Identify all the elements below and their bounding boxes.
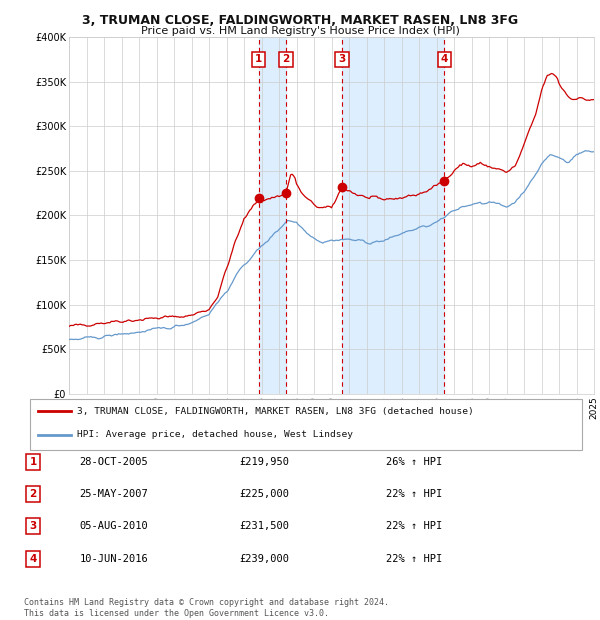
Text: 25-MAY-2007: 25-MAY-2007 <box>80 489 148 499</box>
Text: 4: 4 <box>29 554 37 564</box>
Text: £219,950: £219,950 <box>239 457 289 467</box>
Text: 26% ↑ HPI: 26% ↑ HPI <box>386 457 442 467</box>
Text: 3, TRUMAN CLOSE, FALDINGWORTH, MARKET RASEN, LN8 3FG: 3, TRUMAN CLOSE, FALDINGWORTH, MARKET RA… <box>82 14 518 27</box>
FancyBboxPatch shape <box>30 399 582 450</box>
Text: 10-JUN-2016: 10-JUN-2016 <box>80 554 148 564</box>
Text: 22% ↑ HPI: 22% ↑ HPI <box>386 521 442 531</box>
Text: Contains HM Land Registry data © Crown copyright and database right 2024.
This d: Contains HM Land Registry data © Crown c… <box>24 598 389 618</box>
Text: 3: 3 <box>338 55 346 64</box>
Text: Price paid vs. HM Land Registry's House Price Index (HPI): Price paid vs. HM Land Registry's House … <box>140 26 460 36</box>
Text: 3: 3 <box>29 521 37 531</box>
Text: 2: 2 <box>29 489 37 499</box>
Text: £239,000: £239,000 <box>239 554 289 564</box>
Text: 28-OCT-2005: 28-OCT-2005 <box>80 457 148 467</box>
Text: 1: 1 <box>255 55 262 64</box>
Text: 3, TRUMAN CLOSE, FALDINGWORTH, MARKET RASEN, LN8 3FG (detached house): 3, TRUMAN CLOSE, FALDINGWORTH, MARKET RA… <box>77 407 473 416</box>
Text: HPI: Average price, detached house, West Lindsey: HPI: Average price, detached house, West… <box>77 430 353 439</box>
Text: 05-AUG-2010: 05-AUG-2010 <box>80 521 148 531</box>
Text: £225,000: £225,000 <box>239 489 289 499</box>
Text: 22% ↑ HPI: 22% ↑ HPI <box>386 554 442 564</box>
Bar <box>259 37 286 394</box>
Text: 1: 1 <box>29 457 37 467</box>
Text: 22% ↑ HPI: 22% ↑ HPI <box>386 489 442 499</box>
Text: 4: 4 <box>440 55 448 64</box>
Text: £231,500: £231,500 <box>239 521 289 531</box>
Text: 2: 2 <box>283 55 290 64</box>
Bar <box>342 37 444 394</box>
